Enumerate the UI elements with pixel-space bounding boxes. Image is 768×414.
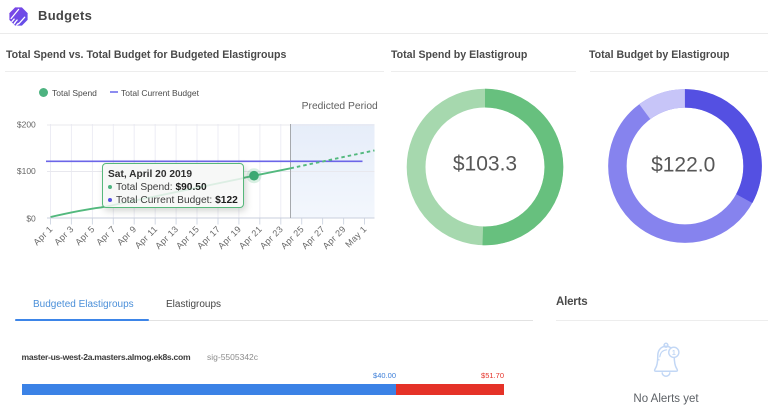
svg-text:Predicted Period: Predicted Period [302, 101, 378, 112]
svg-text:Apr 5: Apr 5 [73, 224, 96, 247]
svg-text:$122.0: $122.0 [651, 154, 715, 177]
svg-text:Apr 7: Apr 7 [94, 224, 117, 247]
svg-text:$0: $0 [26, 213, 36, 223]
svg-text:1: 1 [672, 350, 676, 357]
svg-text:Apr 29: Apr 29 [321, 224, 348, 251]
svg-text:$100: $100 [17, 166, 36, 176]
svg-text:Apr 1: Apr 1 [31, 224, 54, 247]
svg-text:May 1: May 1 [343, 224, 368, 249]
svg-text:$103.3: $103.3 [453, 153, 517, 176]
svg-text:$200: $200 [17, 120, 36, 130]
svg-text:Apr 3: Apr 3 [52, 224, 75, 247]
